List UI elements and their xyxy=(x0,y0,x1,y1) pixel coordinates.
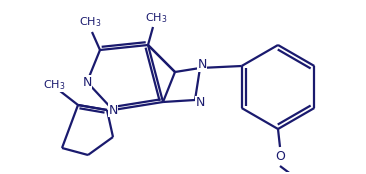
Text: CH$_3$: CH$_3$ xyxy=(285,172,307,174)
Text: N: N xyxy=(195,97,205,109)
Text: N: N xyxy=(82,76,92,89)
Text: N: N xyxy=(197,58,207,72)
Text: CH$_3$: CH$_3$ xyxy=(79,15,101,29)
Text: CH$_3$: CH$_3$ xyxy=(43,78,65,92)
Text: N: N xyxy=(108,104,118,117)
Text: O: O xyxy=(275,151,285,164)
Text: CH$_3$: CH$_3$ xyxy=(145,11,167,25)
